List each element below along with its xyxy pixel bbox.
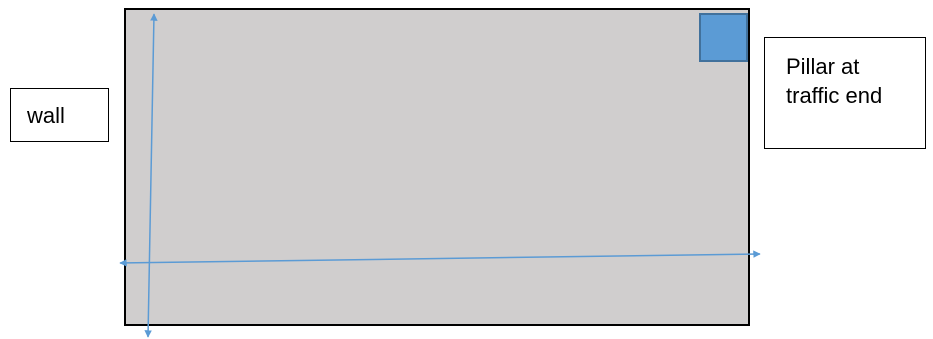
wall-label: wall [27, 103, 65, 128]
room-floor [124, 8, 750, 326]
vertical-double-arrow-icon [144, 13, 158, 338]
pillar-label-line-1: Pillar at [786, 54, 860, 79]
pillar-square [699, 13, 748, 62]
wall-label-box: wall [10, 88, 109, 142]
horizontal-double-arrow-icon [119, 250, 761, 267]
pillar-label-line-2: traffic end [786, 83, 883, 108]
pillar-label-box: Pillar at traffic end [764, 37, 926, 149]
